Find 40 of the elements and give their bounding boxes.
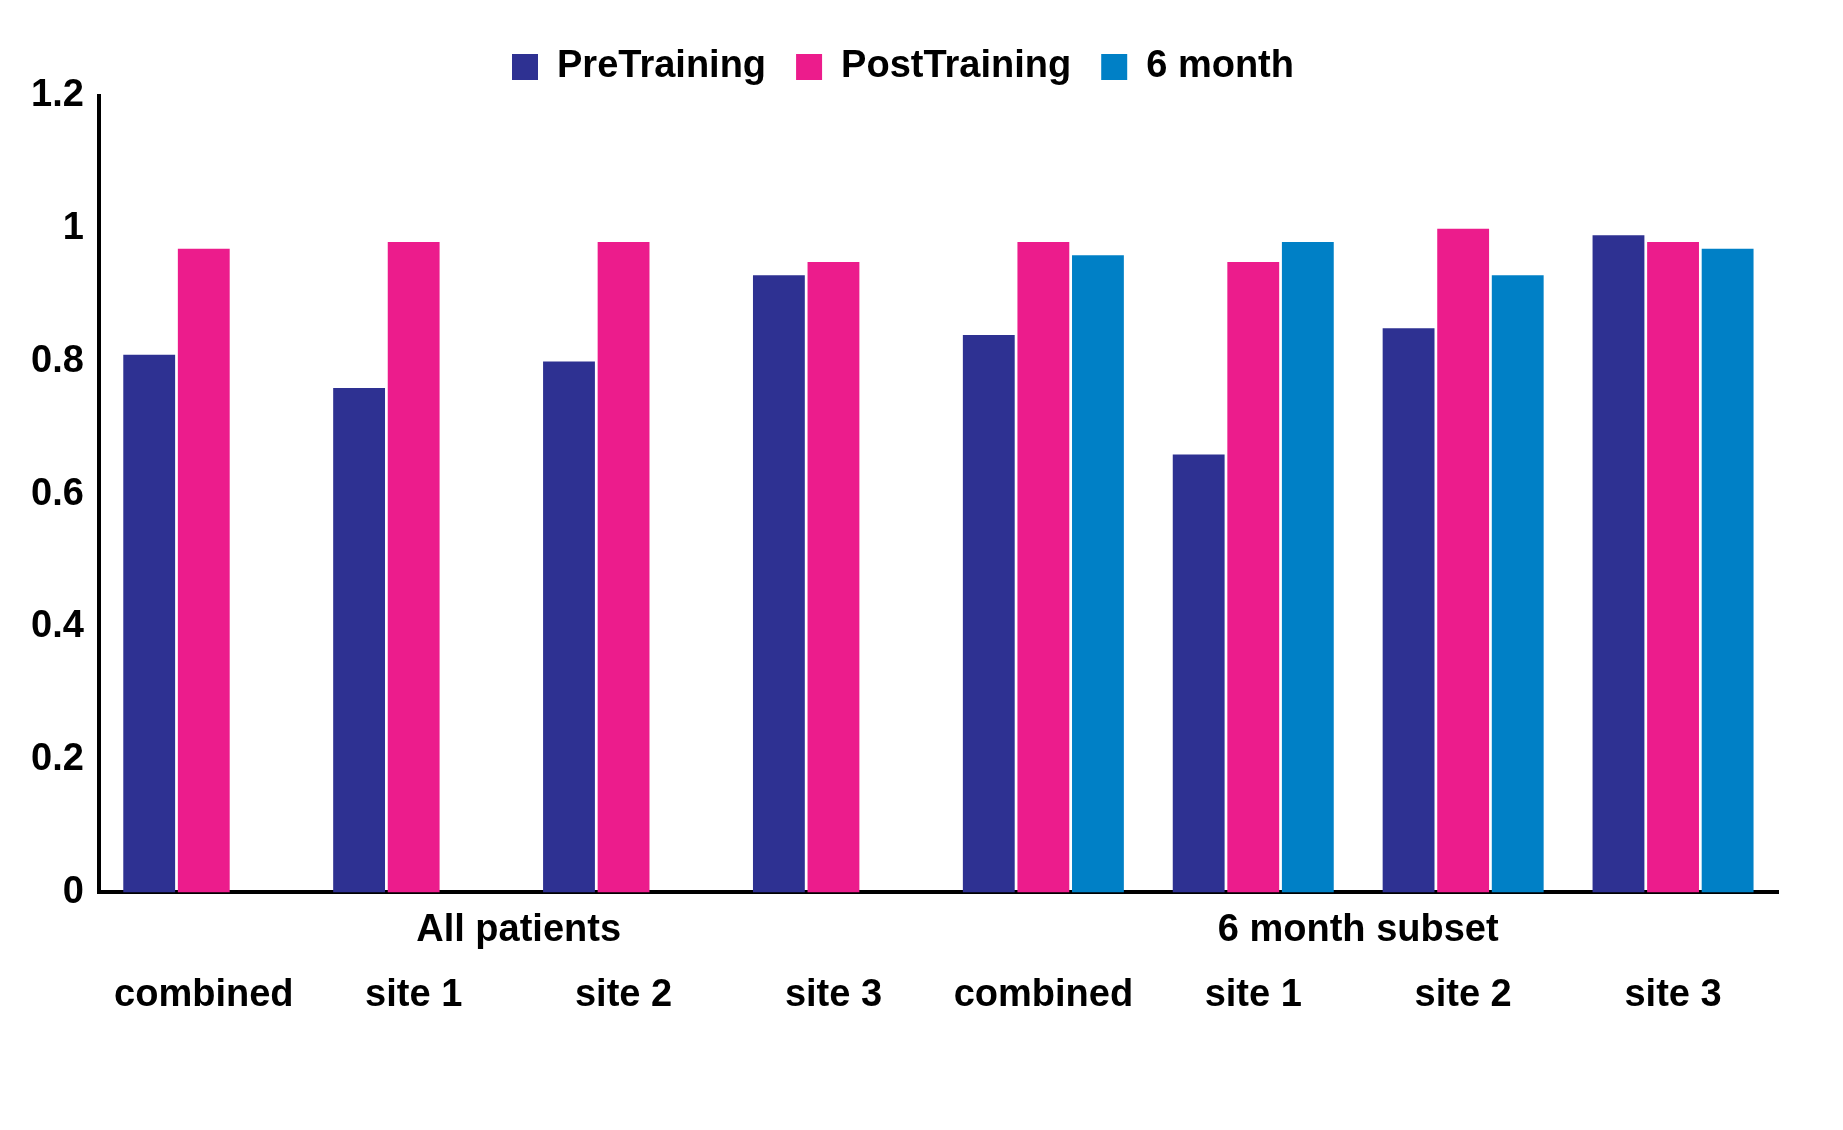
bar <box>1072 255 1124 893</box>
bar <box>1227 261 1280 893</box>
bar <box>123 354 176 893</box>
bar <box>1437 228 1490 893</box>
bar <box>543 361 595 893</box>
text: All patients <box>416 906 622 949</box>
bar <box>752 275 805 893</box>
y-tick-label: 0.6 <box>31 470 84 513</box>
y-tick-label: 0.2 <box>31 736 84 779</box>
bar <box>1382 328 1435 893</box>
y-tick-label: 1.2 <box>31 72 84 115</box>
x-tick-label: site 2 <box>1414 971 1512 1014</box>
legend-label: PostTraining <box>841 43 1072 86</box>
bar <box>387 242 440 893</box>
x-tick-label: site 2 <box>574 971 673 1014</box>
text: 6 month subset <box>1217 906 1499 949</box>
bar <box>597 242 650 893</box>
legend-label: PreTraining <box>557 43 767 86</box>
x-tick-label: combined <box>953 971 1134 1014</box>
x-tick-label: site 1 <box>1204 971 1302 1014</box>
y-tick-label: 0.8 <box>31 337 84 380</box>
bar <box>807 261 860 893</box>
y-tick-label: 1 <box>62 205 84 248</box>
x-tick-label: site 1 <box>365 971 463 1014</box>
bar <box>1647 242 1699 893</box>
bar <box>1701 248 1754 893</box>
bar <box>1281 242 1334 893</box>
legend-label: 6 month <box>1146 43 1294 86</box>
bar <box>1017 242 1070 893</box>
bar <box>333 388 386 893</box>
bar <box>1491 275 1544 893</box>
bar <box>1172 454 1225 893</box>
y-tick-label: 0.4 <box>31 603 84 646</box>
x-tick-label: site 3 <box>1624 971 1722 1014</box>
bar <box>1592 235 1645 893</box>
x-tick-label: site 3 <box>784 971 883 1014</box>
y-tick-label: 0 <box>62 868 84 911</box>
x-tick-label: combined <box>114 971 294 1014</box>
bar <box>962 334 1015 893</box>
bar <box>177 248 230 893</box>
